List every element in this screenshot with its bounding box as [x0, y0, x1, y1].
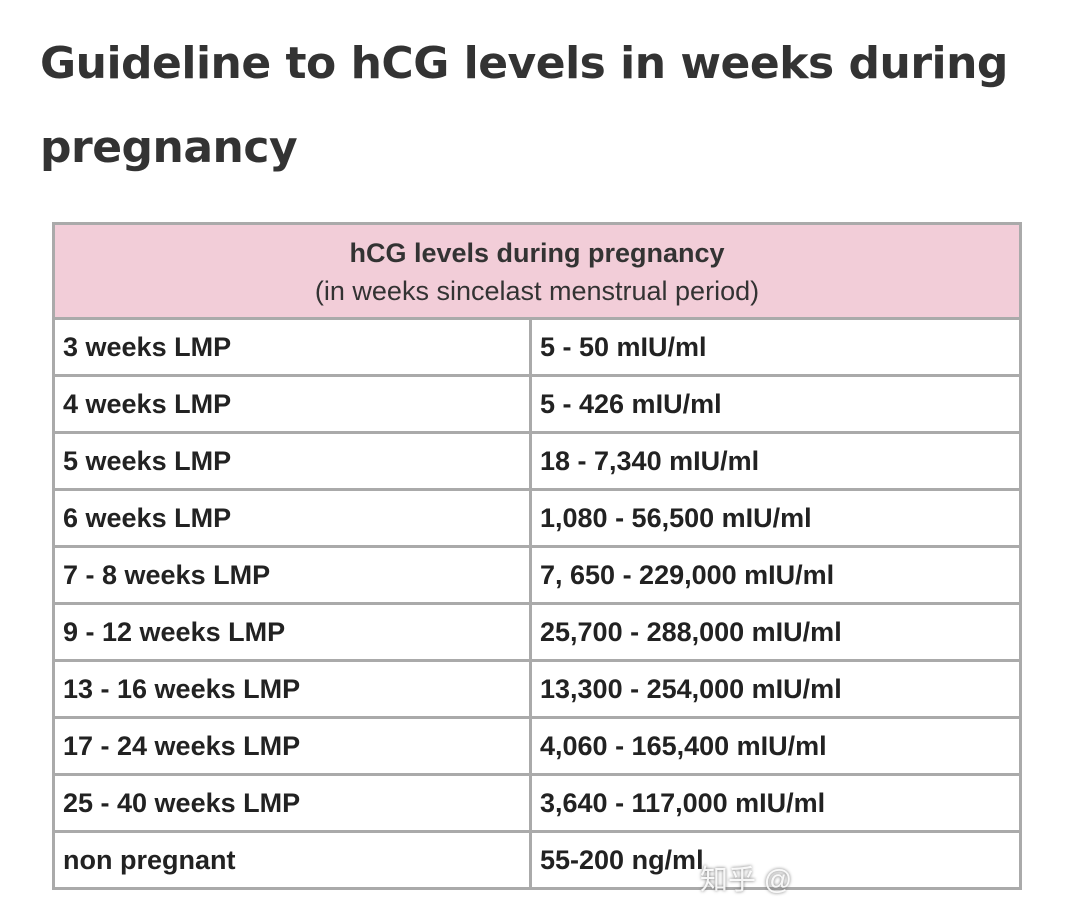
table-header: hCG levels during pregnancy (in weeks si…	[52, 222, 1022, 320]
table-row: 17 - 24 weeks LMP 4,060 - 165,400 mIU/ml	[52, 716, 1022, 776]
level-cell: 5 - 50 mIU/ml	[529, 317, 1022, 377]
table-row: 3 weeks LMP 5 - 50 mIU/ml	[52, 317, 1022, 377]
level-cell: 5 - 426 mIU/ml	[529, 374, 1022, 434]
table-title: hCG levels during pregnancy	[349, 238, 725, 268]
table-body: 3 weeks LMP 5 - 50 mIU/ml 4 weeks LMP 5 - 4…	[52, 317, 1022, 890]
level-cell: 3,640 - 117,000 mIU/ml	[529, 773, 1022, 833]
level-cell: 7, 650 - 229,000 mIU/ml	[529, 545, 1022, 605]
table-row: 25 - 40 weeks LMP 3,640 - 117,000 mIU/ml	[52, 773, 1022, 833]
week-cell: 25 - 40 weeks LMP	[52, 773, 532, 833]
level-cell: 4,060 - 165,400 mIU/ml	[529, 716, 1022, 776]
table-row: 6 weeks LMP 1,080 - 56,500 mIU/ml	[52, 488, 1022, 548]
week-cell: 7 - 8 weeks LMP	[52, 545, 532, 605]
table-row: non pregnant 55-200 ng/ml	[52, 830, 1022, 890]
week-cell: 4 weeks LMP	[52, 374, 532, 434]
level-cell: 18 - 7,340 mIU/ml	[529, 431, 1022, 491]
week-cell: non pregnant	[52, 830, 532, 890]
table-row: 13 - 16 weeks LMP 13,300 - 254,000 mIU/ml	[52, 659, 1022, 719]
table-subtitle: (in weeks sincelast menstrual period)	[314, 276, 760, 306]
level-cell: 55-200 ng/ml	[529, 830, 1022, 890]
table-row: 9 - 12 weeks LMP 25,700 - 288,000 mIU/ml	[52, 602, 1022, 662]
watermark: 知乎 @	[700, 864, 793, 895]
week-cell: 3 weeks LMP	[52, 317, 532, 377]
week-cell: 5 weeks LMP	[52, 431, 532, 491]
week-cell: 17 - 24 weeks LMP	[52, 716, 532, 776]
table-row: 5 weeks LMP 18 - 7,340 mIU/ml	[52, 431, 1022, 491]
level-cell: 25,700 - 288,000 mIU/ml	[529, 602, 1022, 662]
level-cell: 13,300 - 254,000 mIU/ml	[529, 659, 1022, 719]
page-title: Guideline to hCG levels in weeks during …	[40, 38, 1008, 173]
level-cell: 1,080 - 56,500 mIU/ml	[529, 488, 1022, 548]
table-row: 7 - 8 weeks LMP 7, 650 - 229,000 mIU/ml	[52, 545, 1022, 605]
week-cell: 6 weeks LMP	[52, 488, 532, 548]
hcg-table: hCG levels during pregnancy (in weeks si…	[52, 222, 1022, 890]
table-row: 4 weeks LMP 5 - 426 mIU/ml	[52, 374, 1022, 434]
week-cell: 9 - 12 weeks LMP	[52, 602, 532, 662]
week-cell: 13 - 16 weeks LMP	[52, 659, 532, 719]
